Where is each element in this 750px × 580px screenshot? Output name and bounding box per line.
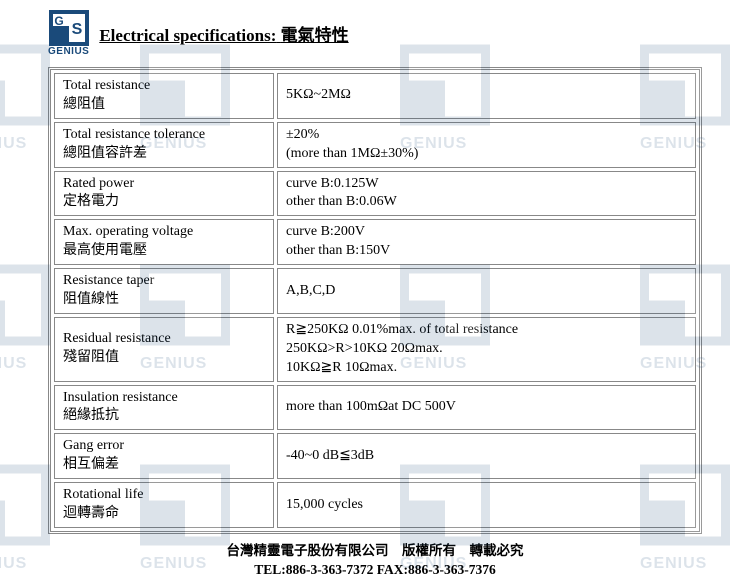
title-zh: 電氣特性 — [281, 26, 349, 45]
spec-label-cell: Gang error相互偏差 — [54, 433, 274, 479]
spec-label-cell: Resistance taper阻值線性 — [54, 268, 274, 314]
spec-table: Total resistance總阻值5KΩ~2MΩTotal resistan… — [48, 67, 702, 534]
spec-label-en: Total resistance tolerance — [63, 126, 265, 145]
spec-value-cell: -40~0 dB≦3dB — [277, 433, 696, 479]
title-en: Electrical specifications: — [99, 26, 276, 45]
spec-value-line: curve B:200V — [286, 223, 687, 242]
spec-label-en: Rated power — [63, 175, 265, 194]
spec-label-en: Insulation resistance — [63, 389, 265, 408]
spec-value-line: A,B,C,D — [286, 282, 687, 301]
spec-label-cell: Residual resistance殘留阻值 — [54, 317, 274, 382]
footer: 台灣精靈電子股份有限公司 版權所有 轉載必究 TEL:886-3-363-737… — [0, 542, 750, 580]
spec-label-en: Resistance taper — [63, 272, 265, 291]
spec-label-cell: Total resistance總阻值 — [54, 73, 274, 119]
spec-label-zh: 阻值線性 — [63, 291, 265, 310]
spec-label-zh: 殘留阻值 — [63, 349, 265, 368]
spec-value-cell: curve B:0.125Wother than B:0.06W — [277, 171, 696, 217]
spec-value-cell: 15,000 cycles — [277, 482, 696, 528]
spec-label-en: Gang error — [63, 437, 265, 456]
svg-text:G: G — [54, 14, 63, 28]
table-row: Rated power定格電力curve B:0.125Wother than … — [54, 171, 696, 217]
table-row: Total resistance總阻值 5KΩ~2MΩ — [54, 73, 696, 119]
spec-value-cell: R≧250KΩ 0.01%max. of total resistance250… — [277, 317, 696, 382]
spec-value-line: other than B:150V — [286, 242, 687, 261]
spec-value-cell: 5KΩ~2MΩ — [277, 73, 696, 119]
spec-value-line: 5KΩ~2MΩ — [286, 86, 687, 105]
table-row: Insulation resistance絕緣抵抗 more than 100mΩ… — [54, 385, 696, 431]
logo-icon: G S — [49, 10, 89, 46]
page-title: Electrical specifications: 電氣特性 — [99, 21, 348, 46]
spec-label-en: Total resistance — [63, 77, 265, 96]
spec-label-zh: 定格電力 — [63, 193, 265, 212]
spec-label-zh: 迴轉壽命 — [63, 505, 265, 524]
spec-label-cell: Rotational life迴轉壽命 — [54, 482, 274, 528]
spec-label-zh: 絕緣抵抗 — [63, 407, 265, 426]
spec-value-cell: more than 100mΩat DC 500V — [277, 385, 696, 431]
spec-label-en: Residual resistance — [63, 330, 265, 349]
brand-logo: G S GENIUS — [48, 10, 89, 57]
table-row: Total resistance tolerance總阻值容許差±20%(mor… — [54, 122, 696, 168]
table-row: Max. operating voltage最高使用電壓curve B:200V… — [54, 219, 696, 265]
spec-label-cell: Insulation resistance絕緣抵抗 — [54, 385, 274, 431]
table-row: Resistance taper阻值線性 A,B,C,D — [54, 268, 696, 314]
spec-label-en: Max. operating voltage — [63, 223, 265, 242]
spec-label-cell: Rated power定格電力 — [54, 171, 274, 217]
footer-contact: TEL:886-3-363-7372 FAX:886-3-363-7376 — [0, 561, 750, 580]
spec-label-cell: Max. operating voltage最高使用電壓 — [54, 219, 274, 265]
table-row: Rotational life迴轉壽命 15,000 cycles — [54, 482, 696, 528]
footer-copyright: 台灣精靈電子股份有限公司 版權所有 轉載必究 — [0, 542, 750, 561]
spec-label-cell: Total resistance tolerance總阻值容許差 — [54, 122, 274, 168]
spec-value-cell: A,B,C,D — [277, 268, 696, 314]
spec-label-en: Rotational life — [63, 486, 265, 505]
spec-label-zh: 相互偏差 — [63, 456, 265, 475]
spec-value-cell: curve B:200Vother than B:150V — [277, 219, 696, 265]
spec-label-zh: 最高使用電壓 — [63, 242, 265, 261]
table-row: Residual resistance殘留阻值R≧250KΩ 0.01%max.… — [54, 317, 696, 382]
spec-value-line: more than 100mΩat DC 500V — [286, 398, 687, 417]
spec-value-line: ±20% — [286, 126, 687, 145]
spec-value-line: 15,000 cycles — [286, 496, 687, 515]
spec-value-line: other than B:0.06W — [286, 193, 687, 212]
spec-value-line: -40~0 dB≦3dB — [286, 447, 687, 466]
table-row: Gang error相互偏差 -40~0 dB≦3dB — [54, 433, 696, 479]
spec-value-line: (more than 1MΩ±30%) — [286, 145, 687, 164]
spec-value-cell: ±20%(more than 1MΩ±30%) — [277, 122, 696, 168]
spec-label-zh: 總阻值 — [63, 96, 265, 115]
watermark-item: GENIUS — [0, 260, 50, 373]
header: G S GENIUS Electrical specifications: 電氣… — [0, 0, 750, 62]
spec-value-line: curve B:0.125W — [286, 175, 687, 194]
spec-value-line: R≧250KΩ 0.01%max. of total resistance — [286, 321, 687, 340]
spec-value-line: 10KΩ≧R 10Ωmax. — [286, 359, 687, 378]
brand-name: GENIUS — [48, 46, 89, 57]
spec-label-zh: 總阻值容許差 — [63, 145, 265, 164]
svg-text:S: S — [71, 21, 82, 38]
spec-value-line: 250KΩ>R>10KΩ 20Ωmax. — [286, 340, 687, 359]
